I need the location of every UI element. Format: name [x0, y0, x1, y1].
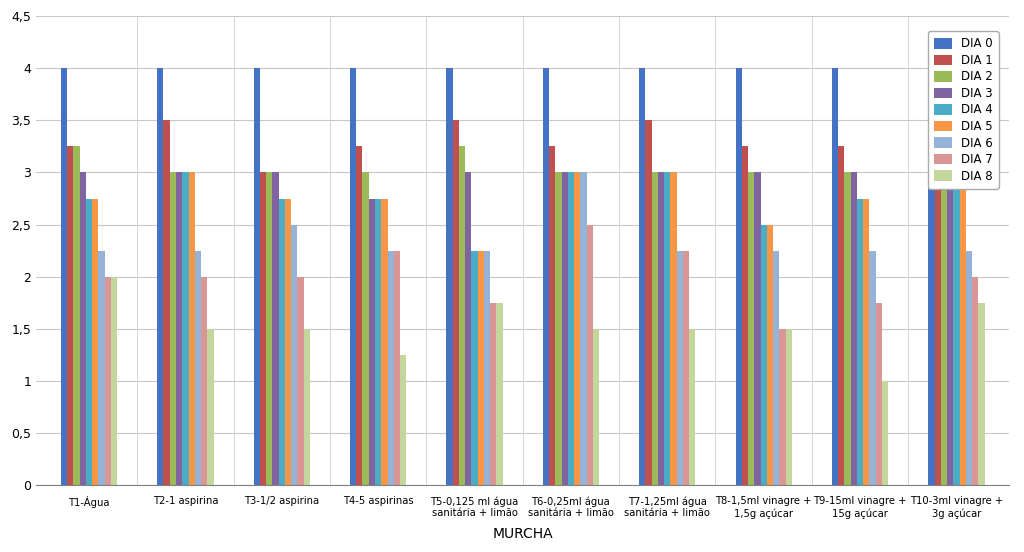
Bar — [459, 146, 465, 485]
Bar — [978, 303, 985, 485]
Bar — [98, 251, 104, 485]
Bar — [839, 146, 845, 485]
Bar — [254, 68, 260, 485]
Bar — [561, 172, 567, 485]
Bar — [477, 251, 484, 485]
Bar — [375, 199, 381, 485]
Bar — [882, 381, 888, 485]
Bar — [587, 225, 593, 485]
Bar — [490, 303, 497, 485]
Bar — [297, 277, 304, 485]
Bar — [574, 172, 581, 485]
Bar — [785, 329, 792, 485]
Bar — [279, 199, 285, 485]
Bar — [689, 329, 695, 485]
Bar — [543, 68, 549, 485]
Bar — [665, 172, 671, 485]
Bar — [735, 68, 741, 485]
Bar — [851, 172, 857, 485]
Bar — [555, 172, 561, 485]
Bar — [549, 146, 555, 485]
Bar — [953, 172, 959, 485]
Bar — [60, 68, 67, 485]
Bar — [657, 172, 665, 485]
Bar — [857, 199, 863, 485]
Bar — [182, 172, 188, 485]
Bar — [683, 251, 689, 485]
Bar — [779, 329, 785, 485]
Bar — [972, 277, 978, 485]
Bar — [471, 251, 477, 485]
Bar — [446, 68, 453, 485]
Bar — [863, 199, 869, 485]
Bar — [272, 172, 279, 485]
Bar — [369, 199, 375, 485]
Bar — [67, 146, 74, 485]
Bar — [195, 251, 201, 485]
Bar — [831, 68, 839, 485]
Bar — [201, 277, 207, 485]
Bar — [645, 120, 651, 485]
Bar — [941, 172, 947, 485]
Bar — [651, 172, 657, 485]
Bar — [947, 172, 953, 485]
Bar — [188, 172, 195, 485]
Bar — [350, 68, 356, 485]
Bar — [362, 172, 369, 485]
X-axis label: MURCHA: MURCHA — [493, 527, 553, 541]
Bar — [677, 251, 683, 485]
Bar — [465, 172, 471, 485]
Bar — [387, 251, 394, 485]
Bar — [86, 199, 92, 485]
Bar — [157, 68, 164, 485]
Bar — [567, 172, 574, 485]
Bar — [453, 120, 459, 485]
Bar — [80, 172, 86, 485]
Bar — [869, 251, 876, 485]
Bar — [170, 172, 176, 485]
Bar — [356, 146, 362, 485]
Bar — [111, 277, 117, 485]
Bar — [400, 355, 407, 485]
Bar — [767, 225, 773, 485]
Bar — [581, 172, 587, 485]
Legend: DIA 0, DIA 1, DIA 2, DIA 3, DIA 4, DIA 5, DIA 6, DIA 7, DIA 8: DIA 0, DIA 1, DIA 2, DIA 3, DIA 4, DIA 5… — [928, 31, 998, 189]
Bar — [755, 172, 761, 485]
Bar — [929, 68, 935, 485]
Bar — [773, 251, 779, 485]
Bar — [593, 329, 599, 485]
Bar — [748, 172, 755, 485]
Bar — [935, 172, 941, 485]
Bar — [484, 251, 490, 485]
Bar — [266, 172, 272, 485]
Bar — [74, 146, 80, 485]
Bar — [741, 146, 748, 485]
Bar — [104, 277, 111, 485]
Bar — [381, 199, 387, 485]
Bar — [291, 225, 297, 485]
Bar — [845, 172, 851, 485]
Bar — [966, 251, 972, 485]
Bar — [497, 303, 503, 485]
Bar — [639, 68, 645, 485]
Bar — [761, 225, 767, 485]
Bar — [876, 303, 882, 485]
Bar — [304, 329, 310, 485]
Bar — [176, 172, 182, 485]
Bar — [285, 199, 291, 485]
Bar — [164, 120, 170, 485]
Bar — [671, 172, 677, 485]
Bar — [394, 251, 400, 485]
Bar — [207, 329, 214, 485]
Bar — [959, 172, 966, 485]
Bar — [260, 172, 266, 485]
Bar — [92, 199, 98, 485]
